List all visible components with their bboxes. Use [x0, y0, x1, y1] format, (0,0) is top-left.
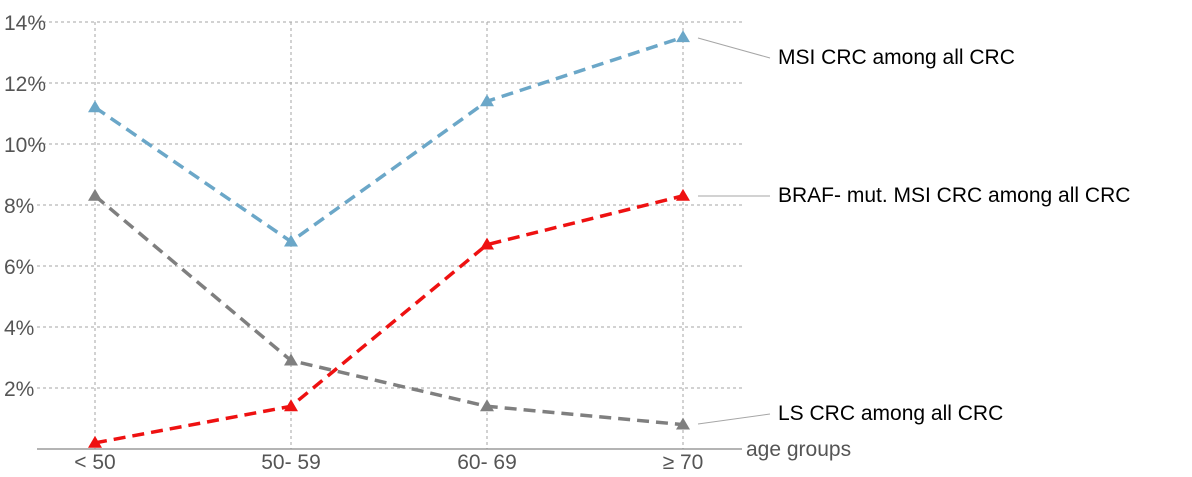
label-leader-line — [697, 37, 771, 59]
data-point-marker — [676, 188, 690, 201]
x-tick-label: 50- 59 — [261, 451, 321, 474]
y-tick-label: 6% — [4, 256, 34, 279]
data-point-marker — [88, 188, 102, 201]
data-point-marker — [284, 234, 298, 247]
y-tick-label: 14% — [4, 12, 46, 35]
data-point-marker — [480, 94, 494, 107]
x-axis-title: age groups — [746, 438, 851, 461]
series-labels: MSI CRC among all CRC BRAF- mut. MSI CRC … — [697, 37, 1130, 425]
series-label: LS CRC among all CRC — [778, 402, 1003, 425]
y-tick-label: 2% — [4, 378, 34, 401]
x-tick-label: < 50 — [74, 451, 115, 474]
data-point-marker — [88, 435, 102, 448]
x-tick-label: ≥ 70 — [663, 451, 704, 474]
data-point-marker — [480, 399, 494, 412]
data-point-marker — [88, 100, 102, 113]
series-line — [94, 194, 684, 445]
y-tick-label: 4% — [4, 317, 34, 340]
tick-labels: 2% 4% 6% 8% 10% 12% 14% < 50 50- 59 60- 69 ≥ 70 — [4, 12, 703, 474]
series-label: BRAF- mut. MSI CRC among all CRC — [778, 184, 1130, 207]
data-point-marker — [480, 237, 494, 250]
data-point-marker — [284, 399, 298, 412]
label-leader-line — [697, 413, 771, 425]
series-line — [93, 194, 684, 427]
data-point-marker — [676, 417, 690, 430]
y-tick-label: 10% — [4, 134, 46, 157]
y-tick-label: 8% — [4, 195, 34, 218]
data-point-marker — [284, 353, 298, 366]
series — [88, 30, 690, 448]
y-tick-label: 12% — [4, 73, 46, 96]
x-tick-label: 60- 69 — [457, 451, 517, 474]
series-label: MSI CRC among all CRC — [778, 46, 1015, 69]
series-line — [94, 35, 684, 244]
data-point-marker — [676, 30, 690, 43]
grid — [37, 21, 742, 449]
